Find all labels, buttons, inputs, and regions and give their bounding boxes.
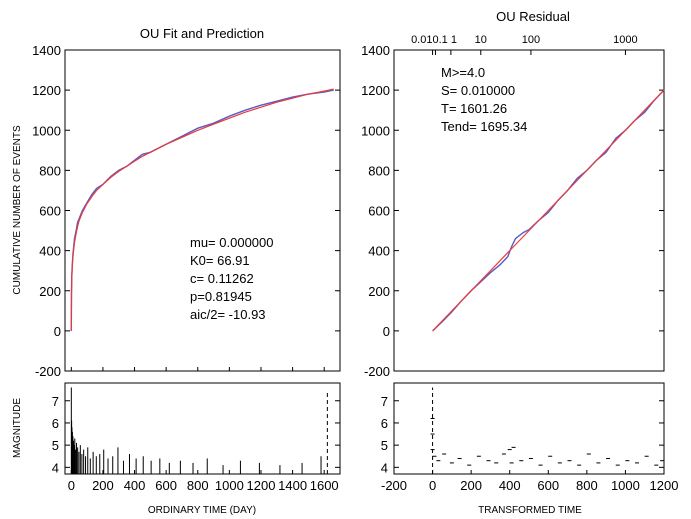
top-axis-small-labels: 0.010.1 1 <box>411 34 457 46</box>
ou-residual-frame <box>393 49 665 372</box>
anno-c: c= 0.11262 <box>190 271 254 286</box>
y-tick-label: 5 <box>381 438 388 453</box>
y-tick-label: 4 <box>52 460 59 475</box>
x-tick-label: 1400 <box>278 478 307 493</box>
y-tick-label: -200 <box>35 364 61 379</box>
x-tick-label: 800 <box>187 478 209 493</box>
x-tick-label: 600 <box>155 478 177 493</box>
x-tick-label: -200 <box>381 478 407 493</box>
ou-fit-ylabel: CUMULATIVE NUMBER OF EVENTS <box>12 125 23 295</box>
anno-mu: mu= 0.000000 <box>190 235 273 250</box>
x-tick-label: 400 <box>124 478 146 493</box>
y-tick-label: 400 <box>368 244 390 259</box>
magnitude-ylabel: MAGNITUDE <box>12 398 23 458</box>
top-tick-label: 100 <box>522 34 540 46</box>
anno-tend: Tend= 1695.34 <box>441 119 527 134</box>
x-tick-label: 1000 <box>215 478 244 493</box>
y-tick-label: 1000 <box>361 123 390 138</box>
top-tick-label: 10 <box>475 34 487 46</box>
x-tick-label: 1200 <box>650 478 679 493</box>
ou-fit-annotations: mu= 0.000000 K0= 66.91 c= 0.11262 p=0.81… <box>190 235 273 322</box>
x-tick-label: 1200 <box>247 478 276 493</box>
magnitude-ordinary-frame <box>64 382 341 475</box>
y-tick-label: -200 <box>364 364 390 379</box>
y-tick-label: 200 <box>368 284 390 299</box>
y-tick-label: 800 <box>39 163 61 178</box>
x-tick-label: 1600 <box>310 478 339 493</box>
y-tick-label: 1200 <box>32 83 61 98</box>
x-tick-label: 600 <box>537 478 559 493</box>
anno-p: p=0.81945 <box>190 289 252 304</box>
y-tick-label: 4 <box>381 460 388 475</box>
y-tick-label: 0 <box>383 324 390 339</box>
y-tick-label: 800 <box>368 163 390 178</box>
anno-k0: K0= 66.91 <box>190 253 250 268</box>
x-tick-label: 0 <box>429 478 436 493</box>
y-tick-label: 1000 <box>32 123 61 138</box>
y-tick-label: 1200 <box>361 83 390 98</box>
y-tick-label: 6 <box>52 416 59 431</box>
y-tick-label: 200 <box>39 284 61 299</box>
top-tick-label: 1000 <box>613 34 637 46</box>
anno-t: T= 1601.26 <box>441 101 507 116</box>
x-tick-label: 200 <box>92 478 114 493</box>
transformed-xlabel: TRANSFORMED TIME <box>478 505 582 516</box>
anno-m: M>=4.0 <box>441 65 485 80</box>
ou-fit-panel: OU Fit and Prediction -200 0 200 400 600 800 1… <box>12 26 341 379</box>
anno-aic: aic/2= -10.93 <box>190 307 266 322</box>
y-tick-label: 0 <box>54 324 61 339</box>
y-tick-label: 1400 <box>32 43 61 58</box>
x-tick-label: 800 <box>576 478 598 493</box>
ou-residual-title: OU Residual <box>496 9 570 24</box>
x-tick-label: 400 <box>499 478 521 493</box>
magnitude-transformed-panel: 4 5 6 7 -200 0 200 400 600 800 1000 1200 TRANSFORM… <box>381 382 679 516</box>
y-tick-label: 6 <box>381 416 388 431</box>
y-tick-label: 7 <box>52 394 59 409</box>
magnitude-transformed-frame <box>393 382 665 475</box>
y-tick-label: 600 <box>368 204 390 219</box>
y-tick-label: 1400 <box>361 43 390 58</box>
y-tick-label: 600 <box>39 204 61 219</box>
x-tick-label: 200 <box>460 478 482 493</box>
magnitude-ordinary-panel: 4 5 6 7 0 200 400 600 800 1000 1200 1400 1600 MAGNI… <box>12 382 341 516</box>
ou-residual-annotations: M>=4.0 S= 0.010000 T= 1601.26 Tend= 1695… <box>441 65 527 134</box>
ou-fit-title: OU Fit and Prediction <box>140 26 264 41</box>
y-tick-label: 400 <box>39 244 61 259</box>
anno-s: S= 0.010000 <box>441 83 515 98</box>
x-tick-label: 1000 <box>611 478 640 493</box>
y-tick-label: 7 <box>381 394 388 409</box>
series-line-1 <box>70 88 334 331</box>
ou-residual-panel: OU Residual -200 0 200 400 600 800 1000 1200 140… <box>361 9 665 379</box>
ordinary-xlabel: ORDINARY TIME (DAY) <box>148 505 256 516</box>
y-tick-label: 5 <box>52 438 59 453</box>
x-tick-label: 0 <box>68 478 75 493</box>
ou-fit-frame <box>64 49 341 372</box>
series-line-1 <box>432 89 665 332</box>
